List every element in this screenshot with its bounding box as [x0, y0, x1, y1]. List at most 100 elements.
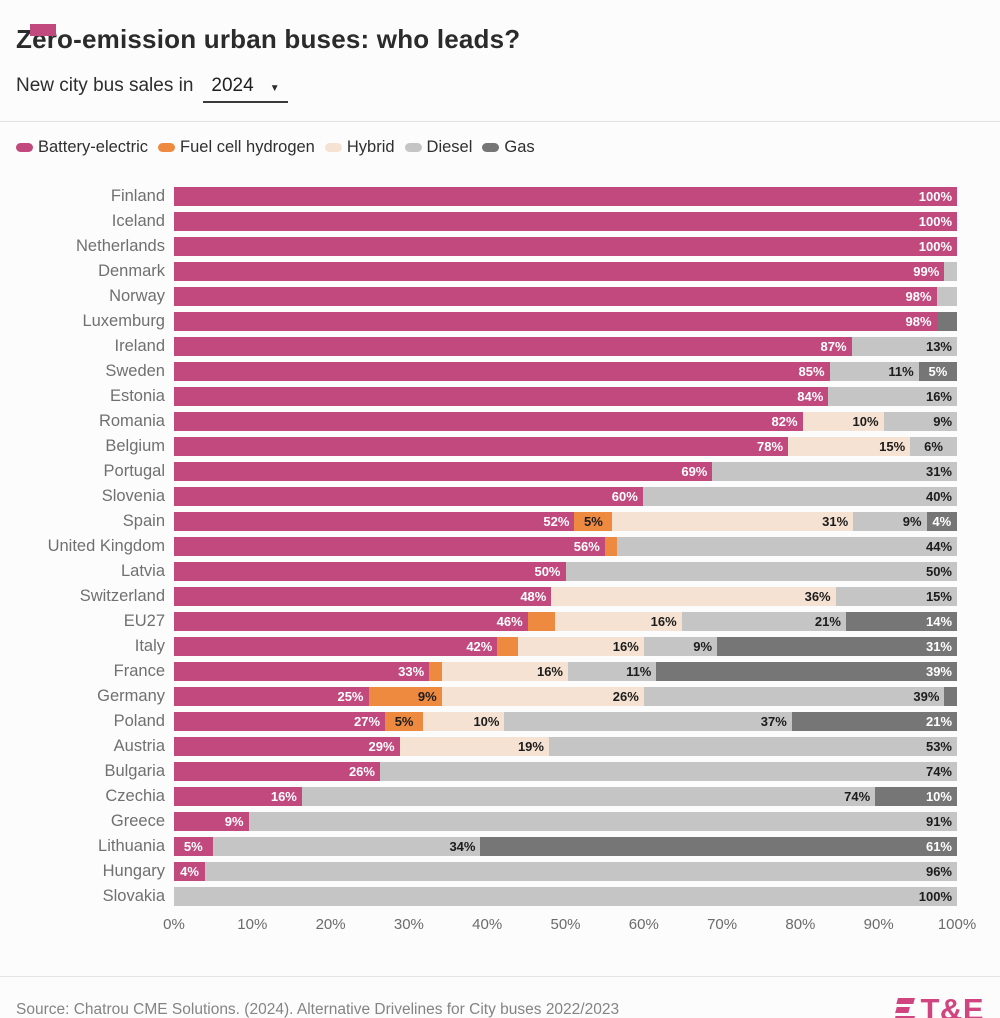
legend-item-gas[interactable]: Gas: [482, 138, 535, 157]
bar-segment-be[interactable]: 78%: [174, 437, 789, 456]
chart-row: France 33% 16% 11% 39%: [16, 662, 957, 681]
bar-segment-hybrid[interactable]: 19%: [399, 737, 549, 756]
bar-segment-diesel[interactable]: 9%: [643, 637, 718, 656]
bar-segment-diesel[interactable]: 11%: [829, 362, 919, 381]
year-dropdown[interactable]: 2024 ▼: [203, 75, 288, 103]
bar-segment-diesel[interactable]: 34%: [212, 837, 481, 856]
bar-segment-be[interactable]: 25%: [174, 687, 369, 706]
bar-segment-diesel[interactable]: 74%: [379, 762, 957, 781]
segment-value-label: 48%: [520, 589, 547, 604]
bar-segment-gas[interactable]: 10%: [875, 787, 957, 806]
chart-row: United Kingdom 56% 44%: [16, 537, 958, 556]
segment-value-label: 5%: [928, 364, 948, 379]
bar-segment-diesel[interactable]: 21%: [681, 612, 846, 631]
bar-segment-be[interactable]: 5%: [174, 837, 213, 856]
bar-segment-gas[interactable]: [944, 687, 957, 706]
chevron-down-icon: ▼: [269, 83, 280, 94]
bar-segment-be[interactable]: 82%: [174, 412, 803, 431]
bar-segment-fch[interactable]: [497, 637, 518, 656]
bar-segment-be[interactable]: 85%: [174, 362, 830, 381]
bar-segment-be[interactable]: 84%: [174, 387, 829, 406]
bar-segment-be[interactable]: 29%: [174, 737, 400, 756]
legend-item-diesel[interactable]: Diesel: [404, 138, 472, 157]
bar-track: 27% 5% 10% 37% 21%: [174, 712, 958, 731]
bar-segment-hybrid[interactable]: 10%: [802, 412, 884, 431]
bar-segment-fch[interactable]: 5%: [574, 512, 613, 531]
bar-segment-hybrid[interactable]: 16%: [517, 637, 644, 656]
bar-segment-be[interactable]: 99%: [174, 262, 945, 281]
bar-segment-diesel[interactable]: 6%: [910, 437, 957, 456]
bar-segment-be[interactable]: 98%: [174, 312, 937, 331]
bar-segment-gas[interactable]: 31%: [717, 637, 957, 656]
bar-segment-diesel[interactable]: 15%: [835, 587, 957, 606]
bar-segment-diesel[interactable]: 40%: [642, 487, 957, 506]
bar-segment-be[interactable]: 100%: [174, 212, 957, 231]
segment-value-label: 26%: [348, 764, 375, 779]
bar-segment-fch[interactable]: [429, 662, 442, 681]
bar-segment-gas[interactable]: [936, 312, 957, 331]
bar-segment-diesel[interactable]: 9%: [853, 512, 927, 531]
bar-segment-hybrid[interactable]: 31%: [612, 512, 854, 531]
bar-track: 100%: [174, 237, 957, 256]
bar-segment-be[interactable]: 4%: [174, 862, 206, 881]
bar-segment-be[interactable]: 52%: [174, 512, 575, 531]
country-label: France: [113, 662, 165, 680]
bar-segment-gas[interactable]: 5%: [918, 362, 957, 381]
bar-segment-gas[interactable]: 61%: [480, 837, 957, 856]
bar-segment-fch[interactable]: [527, 612, 556, 631]
bar-segment-diesel[interactable]: 13%: [851, 337, 957, 356]
bar-segment-be[interactable]: 60%: [174, 487, 643, 506]
bar-segment-gas[interactable]: 21%: [791, 712, 958, 731]
bar-segment-diesel[interactable]: 74%: [301, 787, 876, 806]
country-label: Spain: [122, 512, 165, 530]
bar-segment-diesel[interactable]: 11%: [568, 662, 657, 681]
bar-segment-gas[interactable]: 4%: [926, 512, 957, 531]
segment-value-label: 9%: [417, 689, 437, 704]
bar-segment-diesel[interactable]: 44%: [617, 537, 958, 556]
legend-item-hybrid[interactable]: Hybrid: [324, 138, 395, 157]
bar-track: 5% 34% 61%: [174, 837, 957, 856]
bar-segment-be[interactable]: 56%: [174, 537, 605, 556]
bar-segment-be[interactable]: 26%: [174, 762, 380, 781]
bar-segment-diesel[interactable]: 16%: [828, 387, 957, 406]
bar-segment-hybrid[interactable]: 16%: [441, 662, 568, 681]
bar-segment-hybrid[interactable]: 10%: [423, 712, 505, 731]
bar-segment-diesel[interactable]: 50%: [565, 562, 957, 581]
bar-segment-be[interactable]: 100%: [174, 237, 957, 256]
bar-segment-diesel[interactable]: [944, 262, 957, 281]
bar-segment-diesel[interactable]: 31%: [712, 462, 957, 481]
bar-segment-diesel[interactable]: 100%: [174, 887, 957, 906]
x-axis-tick: 80%: [785, 916, 816, 933]
bar-segment-hybrid[interactable]: 36%: [551, 587, 836, 606]
bar-segment-diesel[interactable]: 53%: [548, 737, 957, 756]
bar-segment-be[interactable]: 100%: [174, 187, 957, 206]
bar-segment-be[interactable]: 48%: [174, 587, 552, 606]
bar-segment-diesel[interactable]: 39%: [643, 687, 945, 706]
bar-segment-diesel[interactable]: 96%: [205, 862, 957, 881]
bar-segment-diesel[interactable]: 91%: [248, 812, 957, 831]
bar-segment-be[interactable]: 87%: [174, 337, 852, 356]
bar-segment-fch[interactable]: [604, 537, 618, 556]
country-label: United Kingdom: [47, 537, 165, 555]
bar-segment-be[interactable]: 27%: [174, 712, 386, 731]
bar-segment-be[interactable]: 9%: [174, 812, 249, 831]
legend-item-be[interactable]: Battery-electric: [16, 138, 148, 157]
bar-segment-diesel[interactable]: [936, 287, 957, 306]
bar-segment-be[interactable]: 98%: [174, 287, 937, 306]
bar-segment-be[interactable]: 69%: [174, 462, 713, 481]
bar-segment-fch[interactable]: 5%: [385, 712, 424, 731]
bar-segment-be[interactable]: 46%: [174, 612, 528, 631]
bar-segment-diesel[interactable]: 37%: [504, 712, 792, 731]
bar-segment-hybrid[interactable]: 26%: [441, 687, 644, 706]
bar-segment-gas[interactable]: 39%: [656, 662, 957, 681]
bar-segment-be[interactable]: 50%: [174, 562, 566, 581]
bar-segment-be[interactable]: 33%: [174, 662, 430, 681]
bar-segment-be[interactable]: 42%: [174, 637, 498, 656]
bar-segment-hybrid[interactable]: 16%: [555, 612, 682, 631]
bar-segment-hybrid[interactable]: 15%: [788, 437, 911, 456]
bar-segment-diesel[interactable]: 9%: [883, 412, 958, 431]
legend-item-fch[interactable]: Fuel cell hydrogen: [158, 138, 315, 157]
bar-segment-fch[interactable]: 9%: [368, 687, 442, 706]
bar-segment-gas[interactable]: 14%: [845, 612, 958, 631]
bar-segment-be[interactable]: 16%: [174, 787, 302, 806]
